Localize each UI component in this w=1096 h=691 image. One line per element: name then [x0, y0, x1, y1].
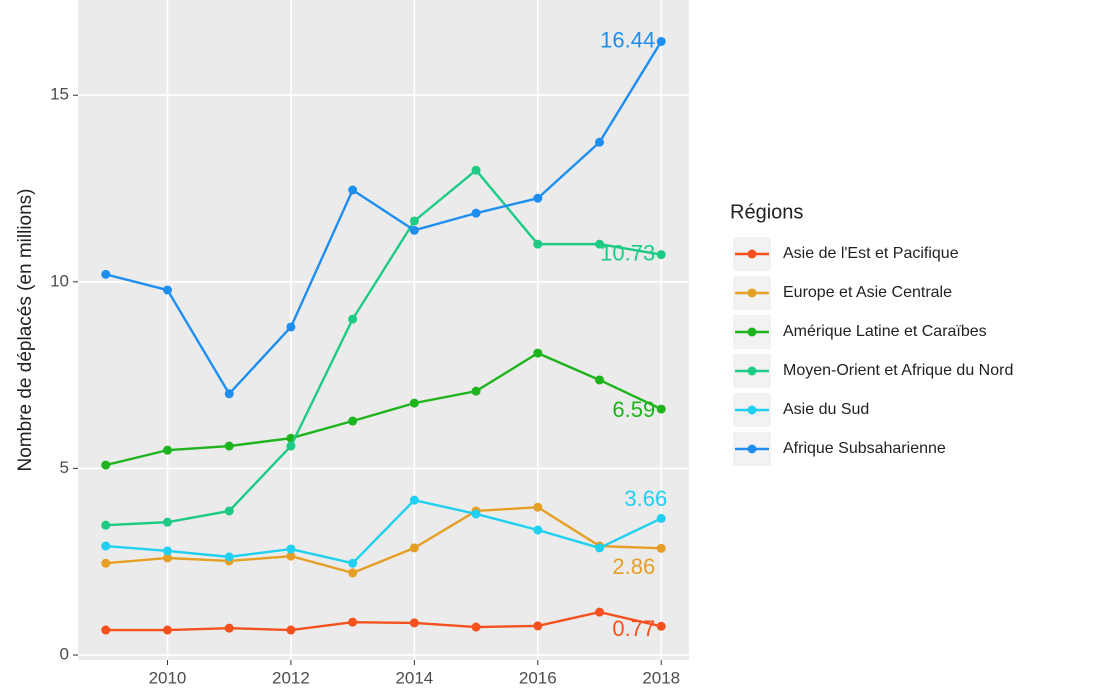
point [409, 225, 419, 235]
point [471, 165, 481, 175]
y-tick-label: 5 [60, 458, 69, 477]
point [101, 558, 111, 568]
point [286, 551, 296, 561]
point [224, 441, 234, 451]
point [162, 546, 172, 556]
legend-point [747, 249, 757, 259]
point [348, 617, 358, 627]
point [595, 607, 605, 617]
point [595, 137, 605, 147]
legend-title: Régions [730, 201, 803, 223]
x-tick-label: 2018 [642, 668, 680, 687]
point [101, 460, 111, 470]
point [101, 625, 111, 635]
legend-point [747, 444, 757, 454]
y-tick-label: 10 [50, 271, 69, 290]
point [533, 348, 543, 358]
point [409, 543, 419, 553]
point [656, 543, 666, 553]
point [286, 322, 296, 332]
legend-label: Asie de l'Est et Pacifique [783, 245, 959, 262]
point [348, 185, 358, 195]
y-axis-label: Nombre de déplacés (en millions) [15, 188, 36, 471]
point [224, 506, 234, 516]
point [471, 386, 481, 396]
series-line [105, 351, 662, 467]
point [409, 398, 419, 408]
point [224, 552, 234, 562]
point [101, 520, 111, 530]
point [101, 541, 111, 551]
point [471, 509, 481, 519]
point [533, 525, 543, 535]
point [224, 623, 234, 633]
end-label: 0.77 [612, 616, 655, 641]
point [409, 618, 419, 628]
point [409, 216, 419, 226]
point [162, 625, 172, 635]
series-line [105, 40, 663, 396]
x-tick-label: 2014 [395, 668, 433, 687]
x-tick-label: 2010 [149, 668, 187, 687]
point [162, 285, 172, 295]
legend-point [747, 327, 757, 337]
series-line [105, 498, 662, 565]
point [471, 622, 481, 632]
point [286, 544, 296, 554]
point [656, 621, 666, 631]
point [348, 558, 358, 568]
point [533, 193, 543, 203]
point [533, 621, 543, 631]
series-line [105, 168, 662, 527]
point [533, 239, 543, 249]
y-tick-label: 15 [50, 85, 69, 104]
x-tick-label: 2012 [272, 668, 310, 687]
point [656, 250, 666, 260]
point [286, 625, 296, 635]
point [656, 513, 666, 523]
end-label: 2.86 [612, 554, 655, 579]
legend-point [747, 405, 757, 415]
end-label: 16.44 [600, 27, 655, 52]
point [348, 568, 358, 578]
point [286, 441, 296, 451]
point [162, 445, 172, 455]
point [656, 404, 666, 414]
point [595, 543, 605, 553]
y-tick-label: 0 [60, 645, 69, 664]
legend-label: Asie du Sud [783, 401, 869, 418]
panel [78, 0, 689, 660]
point [101, 269, 111, 279]
end-label: 6.59 [612, 397, 655, 422]
legend-label: Europe et Asie Centrale [783, 284, 952, 301]
point [162, 517, 172, 527]
x-tick-label: 2016 [519, 668, 557, 687]
point [409, 495, 419, 505]
legend-label: Amérique Latine et Caraïbes [783, 323, 987, 340]
series-line [105, 610, 662, 632]
point [348, 416, 358, 426]
legend-label: Moyen-Orient et Afrique du Nord [783, 362, 1013, 379]
end-label: 10.73 [600, 240, 655, 265]
legend-label: Afrique Subsaharienne [783, 440, 946, 457]
point [224, 389, 234, 399]
point [348, 314, 358, 324]
point [471, 208, 481, 218]
point [656, 36, 666, 46]
point [162, 553, 172, 563]
legend-point [747, 366, 757, 376]
legend-point [747, 288, 757, 298]
end-label: 3.66 [624, 486, 667, 511]
point [595, 375, 605, 385]
series-line [105, 506, 662, 575]
point [595, 239, 605, 249]
point [533, 502, 543, 512]
